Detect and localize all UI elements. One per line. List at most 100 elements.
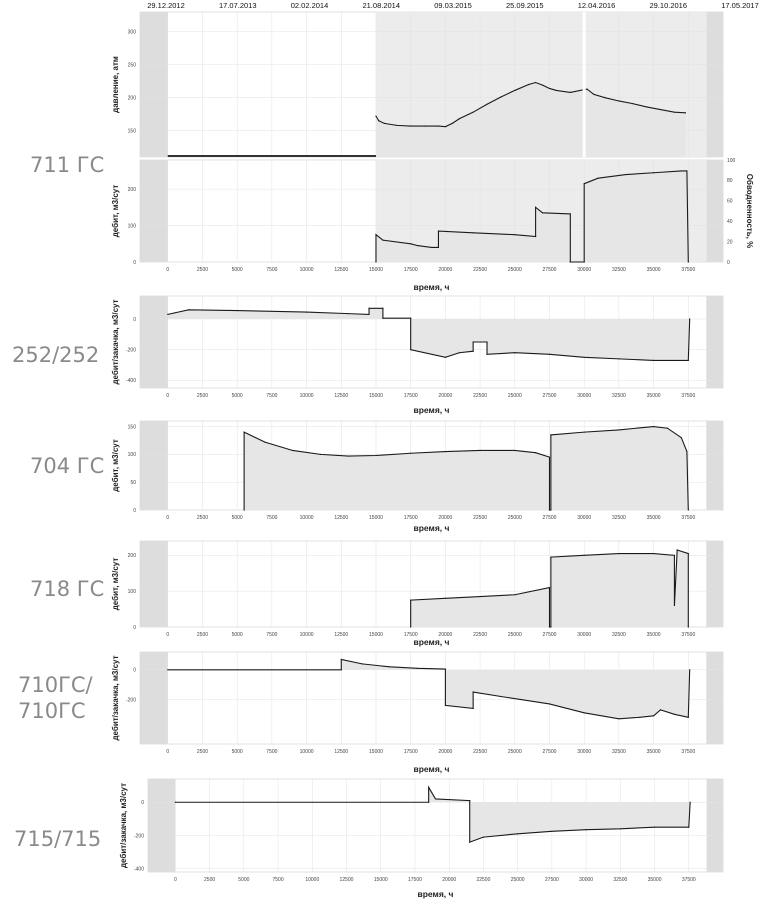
data-point	[548, 586, 551, 589]
x-tick-label: 5000	[232, 267, 243, 273]
x-tick-label: 22500	[473, 749, 487, 755]
data-point	[618, 718, 620, 720]
left-band	[140, 541, 168, 627]
y2-tick-label: 100	[727, 158, 736, 164]
x-tick-label: 20000	[438, 267, 452, 273]
data-point	[410, 452, 412, 454]
data-point	[437, 125, 440, 127]
data-point	[514, 89, 516, 92]
left-band	[140, 160, 168, 262]
x-tick-label: 5000	[232, 632, 243, 638]
x-tick-label: 37500	[681, 749, 695, 755]
y-tick-label: -200	[134, 833, 144, 839]
chart-panel-6: -200 0 0 2500 5000 7500 10000 12500 15000 17500 20…	[18, 651, 724, 774]
x-tick-label: 30000	[579, 877, 593, 883]
series-line-0	[175, 785, 691, 843]
data-point	[548, 626, 551, 628]
x-tick-label: 12500	[334, 632, 348, 638]
y-tick-label: 0	[133, 260, 136, 266]
x-tick-label: 25000	[511, 877, 525, 883]
y-tick-label: 100	[128, 452, 137, 458]
y-tick-label: 150	[128, 424, 137, 430]
left-band	[148, 779, 176, 872]
data-point	[652, 172, 655, 174]
x-axis-label: время, ч	[414, 405, 450, 415]
y-tick-label: 250	[128, 63, 137, 69]
data-point	[604, 97, 606, 99]
x-tick-label: 22500	[473, 632, 487, 638]
chart-panel-7: -400 -200 0 0 2500 5000 7500 10000 12500 15000 175…	[14, 778, 724, 899]
y-tick-label: 0	[133, 668, 136, 674]
well-label: 710ГС/	[18, 673, 94, 697]
data-point	[514, 352, 516, 354]
data-point	[618, 358, 620, 360]
data-point	[361, 663, 363, 665]
x-tick-label: 27500	[543, 393, 557, 399]
data-point	[469, 841, 471, 843]
data-point	[689, 801, 691, 803]
y-axis-label: дебит/закачка, м3/сут	[111, 299, 120, 384]
data-point	[340, 669, 342, 671]
right-band	[706, 12, 723, 157]
data-point	[548, 703, 551, 705]
y-axis-label: давление, атм	[111, 56, 120, 113]
data-point	[517, 833, 519, 835]
data-point	[514, 594, 516, 596]
data-point	[687, 359, 689, 361]
data-point	[174, 312, 176, 314]
well-label: 711 ГС	[30, 153, 104, 177]
x-tick-label: 12500	[334, 515, 348, 521]
data-point	[486, 103, 488, 105]
date-tick-label: 29.12.2012	[147, 1, 185, 10]
data-point	[618, 100, 620, 102]
data-point	[686, 450, 688, 453]
series-area-0	[375, 82, 686, 157]
data-point	[174, 801, 176, 803]
data-point	[396, 124, 398, 126]
x-tick-label: 7500	[266, 393, 277, 399]
data-point	[680, 437, 682, 439]
x-tick-label: 30000	[577, 515, 591, 521]
data-point	[444, 597, 446, 599]
y-tick-label: 100	[128, 223, 137, 229]
y2-axis-label: Обводненность, %	[745, 174, 754, 248]
y-tick-label: 200	[128, 95, 137, 101]
data-point	[486, 341, 488, 343]
data-point	[437, 230, 440, 232]
x-tick-label: 17500	[404, 515, 418, 521]
data-point	[569, 213, 571, 215]
y-tick-label: 0	[133, 625, 136, 631]
data-point	[437, 246, 440, 249]
x-tick-label: 32500	[612, 632, 626, 638]
data-point	[375, 454, 377, 457]
chart-panel-4: 0 50 100 150 0 2500 5000 7500 10000 12500 15000 175…	[30, 420, 724, 533]
data-point	[479, 595, 481, 598]
data-point	[243, 509, 245, 511]
x-tick-label: 35000	[647, 267, 661, 273]
x-tick-label: 22500	[476, 877, 490, 883]
x-tick-label: 7500	[266, 749, 277, 755]
y-tick-label: -200	[126, 697, 136, 703]
data-point	[639, 716, 641, 718]
x-tick-label: 22500	[473, 515, 487, 521]
data-point	[583, 712, 585, 714]
data-point	[535, 81, 537, 84]
y-tick-label: -200	[126, 347, 136, 353]
x-tick-label: 32500	[612, 515, 626, 521]
right-band	[706, 541, 723, 627]
data-point	[389, 666, 391, 668]
data-point	[417, 245, 419, 247]
x-tick-label: 0	[174, 877, 177, 883]
series-area-0	[175, 787, 691, 843]
data-point	[347, 313, 349, 315]
data-point	[687, 509, 689, 511]
data-point	[583, 554, 585, 556]
date-tick-label: 09.03.2015	[434, 1, 472, 10]
data-point	[472, 341, 474, 343]
data-point	[472, 707, 474, 709]
data-point	[340, 658, 342, 661]
data-point	[236, 309, 238, 312]
data-point	[680, 170, 682, 172]
series-area-0	[375, 170, 689, 262]
data-point	[659, 709, 662, 711]
